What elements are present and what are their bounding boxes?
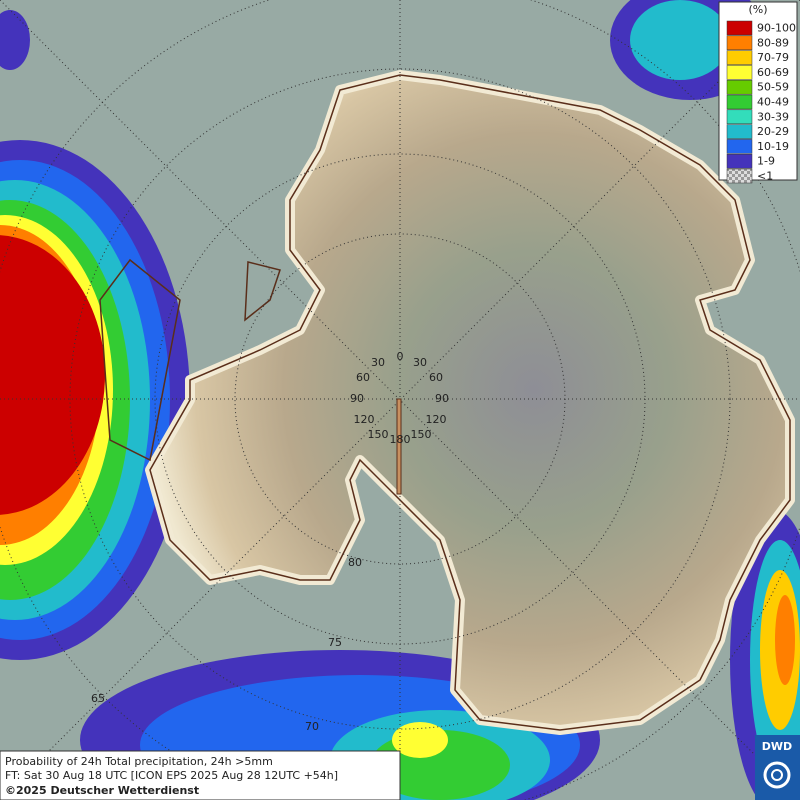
legend-swatch <box>726 65 753 80</box>
longitude-label: 120 <box>426 413 447 426</box>
caption-line: ©2025 Deutscher Wetterdienst <box>5 784 199 797</box>
legend-swatch <box>726 35 753 51</box>
longitude-label: 90 <box>435 392 449 405</box>
longitude-label: 30 <box>371 356 385 369</box>
legend-label: 90-100 <box>757 22 796 35</box>
logo: DWD <box>755 735 800 800</box>
legend-swatch <box>726 109 753 125</box>
legend-label: 10-19 <box>757 140 789 153</box>
legend-label: <1 <box>757 170 773 183</box>
meridian-marker <box>396 398 402 495</box>
caption-box: Probability of 24h Total precipitation, … <box>0 750 401 801</box>
longitude-label: 150 <box>411 428 432 441</box>
longitude-label: 150 <box>368 428 389 441</box>
caption-line: FT: Sat 30 Aug 18 UTC [ICON EPS 2025 Aug… <box>5 769 338 782</box>
legend-swatch <box>726 94 753 110</box>
latitude-label: 80 <box>348 556 362 569</box>
longitude-label: 60 <box>429 371 443 384</box>
legend-swatch <box>726 124 753 139</box>
legend-label: 70-79 <box>757 51 789 64</box>
legend-label: 1-9 <box>757 155 775 168</box>
coastline <box>99 74 791 731</box>
legend-swatch <box>726 168 753 184</box>
legend-label: 60-69 <box>757 66 789 79</box>
legend-swatch <box>726 153 753 169</box>
longitude-label: 30 <box>413 356 427 369</box>
latitude-label: 65 <box>91 692 105 705</box>
legend-swatch <box>726 139 753 154</box>
longitude-label: 180 <box>390 433 411 446</box>
legend-title: (%) <box>748 3 767 16</box>
longitude-label: 60 <box>356 371 370 384</box>
longitude-label: 90 <box>350 392 364 405</box>
legend-label: 20-29 <box>757 125 789 138</box>
legend-label: 80-89 <box>757 36 789 49</box>
legend-label: 50-59 <box>757 81 789 94</box>
longitude-label: 0 <box>397 350 404 363</box>
logo-text: DWD <box>762 740 792 753</box>
longitude-label: 120 <box>354 413 375 426</box>
legend-swatch <box>726 79 753 95</box>
legend-label: 40-49 <box>757 96 789 109</box>
legend-swatch <box>726 50 753 65</box>
latitude-label: 75 <box>328 636 342 649</box>
latitude-label: 70 <box>305 720 319 733</box>
caption-line: Probability of 24h Total precipitation, … <box>5 755 273 768</box>
legend-label: 30-39 <box>757 110 789 123</box>
legend-swatch <box>726 20 753 36</box>
